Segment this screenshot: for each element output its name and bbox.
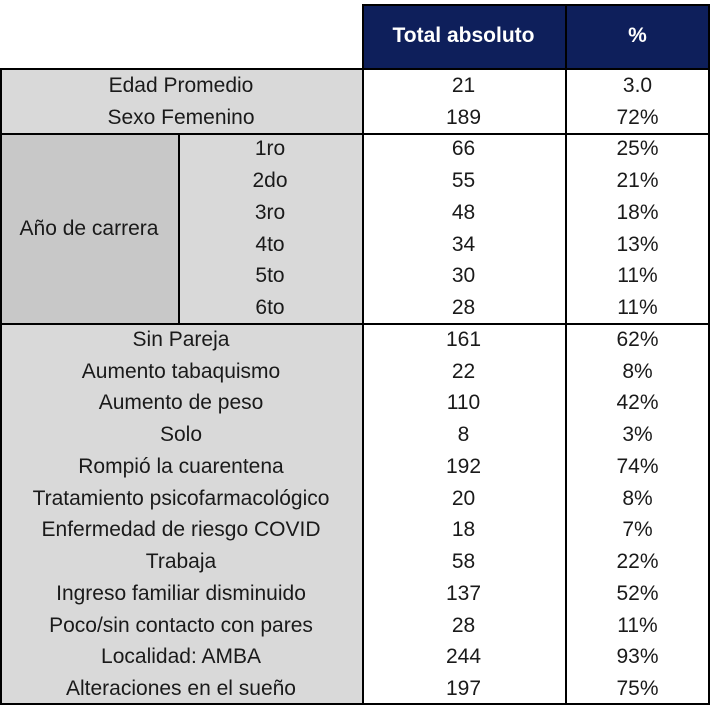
grid-line bbox=[0, 68, 2, 705]
row-total: 18 bbox=[362, 514, 565, 547]
row-percent: 93% bbox=[565, 641, 710, 674]
row-total: 137 bbox=[362, 578, 565, 610]
header-total-absoluto: Total absoluto bbox=[362, 4, 565, 68]
row-percent: 11% bbox=[565, 292, 710, 324]
grid-line bbox=[0, 132, 710, 135]
row-total: 28 bbox=[362, 292, 565, 324]
row-percent: 8% bbox=[565, 355, 710, 388]
row-label: Sin Pareja bbox=[0, 324, 362, 356]
row-total: 20 bbox=[362, 482, 565, 515]
row-total: 58 bbox=[362, 546, 565, 578]
row-percent: 72% bbox=[565, 101, 710, 134]
grid-line bbox=[178, 133, 180, 324]
row-total: 34 bbox=[362, 228, 565, 261]
header-percent: % bbox=[565, 4, 710, 68]
row-total: 192 bbox=[362, 451, 565, 483]
year-sublabel: 6to bbox=[178, 292, 362, 324]
row-percent: 7% bbox=[565, 514, 710, 547]
row-label: Alteraciones en el sueño bbox=[0, 673, 362, 705]
row-total: 28 bbox=[362, 609, 565, 642]
row-total: 110 bbox=[362, 387, 565, 420]
row-percent: 13% bbox=[565, 228, 710, 261]
row-label: Enfermedad de riesgo COVID bbox=[0, 514, 362, 547]
grid-line bbox=[0, 323, 710, 325]
row-total: 244 bbox=[362, 641, 565, 674]
grid-line bbox=[362, 4, 364, 705]
row-percent: 21% bbox=[565, 165, 710, 197]
grid-line bbox=[0, 703, 710, 705]
row-total: 21 bbox=[362, 70, 565, 102]
year-sublabel: 2do bbox=[178, 165, 362, 197]
row-label: Rompió la cuarentena bbox=[0, 451, 362, 483]
row-percent: 74% bbox=[565, 451, 710, 483]
row-total: 8 bbox=[362, 419, 565, 451]
row-label: Poco/sin contacto con pares bbox=[0, 609, 362, 642]
row-label: Trabaja bbox=[0, 546, 362, 578]
row-total: 30 bbox=[362, 260, 565, 293]
row-total: 66 bbox=[362, 133, 565, 166]
grid-line bbox=[708, 4, 710, 705]
year-sublabel: 5to bbox=[178, 260, 362, 293]
row-percent: 25% bbox=[565, 133, 710, 166]
row-total: 161 bbox=[362, 324, 565, 356]
row-label: Tratamiento psicofarmacológico bbox=[0, 482, 362, 515]
row-total: 48 bbox=[362, 197, 565, 229]
row-percent: 62% bbox=[565, 324, 710, 356]
year-sublabel: 3ro bbox=[178, 197, 362, 229]
row-percent: 42% bbox=[565, 387, 710, 420]
row-label: Aumento de peso bbox=[0, 387, 362, 420]
row-total: 197 bbox=[362, 673, 565, 705]
row-label: Solo bbox=[0, 419, 362, 451]
row-percent: 3% bbox=[565, 419, 710, 451]
grid-line bbox=[0, 68, 710, 70]
year-sublabel: 1ro bbox=[178, 133, 362, 166]
row-label: Localidad: AMBA bbox=[0, 641, 362, 674]
row-percent: 52% bbox=[565, 578, 710, 610]
row-percent: 18% bbox=[565, 197, 710, 229]
row-percent: 11% bbox=[565, 260, 710, 293]
row-percent: 11% bbox=[565, 609, 710, 642]
row-label: Edad Promedio bbox=[0, 70, 362, 102]
row-total: 189 bbox=[362, 101, 565, 134]
year-sublabel: 4to bbox=[178, 228, 362, 261]
year-group-label: Año de carrera bbox=[0, 133, 178, 324]
row-percent: 22% bbox=[565, 546, 710, 578]
row-percent: 75% bbox=[565, 673, 710, 705]
grid-line bbox=[565, 4, 567, 705]
row-percent: 3.0 bbox=[565, 70, 710, 102]
row-label: Ingreso familiar disminuido bbox=[0, 578, 362, 610]
row-label: Aumento tabaquismo bbox=[0, 355, 362, 388]
row-total: 22 bbox=[362, 355, 565, 388]
row-label: Sexo Femenino bbox=[0, 101, 362, 134]
row-total: 55 bbox=[362, 165, 565, 197]
row-percent: 8% bbox=[565, 482, 710, 515]
grid-line bbox=[362, 4, 710, 6]
